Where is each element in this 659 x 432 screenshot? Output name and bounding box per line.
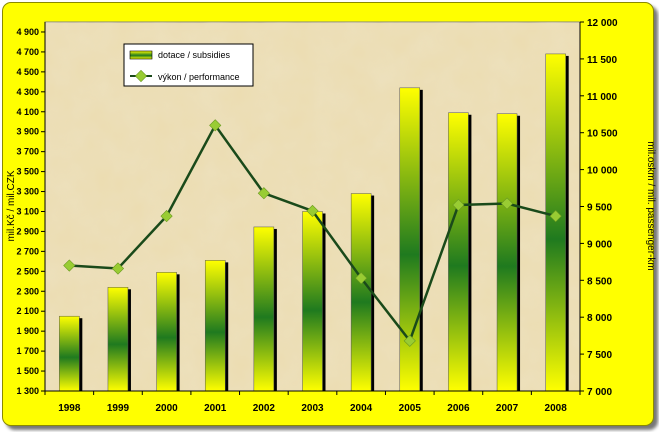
bar-2001 — [204, 260, 226, 392]
bar-2003 — [302, 211, 323, 392]
performance-point-2004 — [355, 272, 368, 285]
x-axis-ticks: 1998 1999 2000 2001 2002 2003 2004 2005 2006 2007… — [44, 391, 581, 414]
right-tick-label: 8 000 — [587, 313, 612, 324]
legend: dotace / subsidies výkon / performance — [123, 43, 254, 87]
left-tick-label: 3 100 — [16, 206, 39, 216]
x-tick-label-2002: 2002 — [253, 403, 276, 414]
left-tick-label: 3 700 — [16, 147, 39, 157]
right-tick-label: 9 000 — [587, 239, 612, 250]
left-tick-label: 4 700 — [16, 47, 39, 57]
legend-marker-performance — [134, 69, 148, 83]
x-tick-label-1998: 1998 — [58, 403, 81, 414]
x-tick-label-2000: 2000 — [155, 403, 178, 414]
performance-point-2002 — [257, 187, 270, 200]
right-tick-label: 10 000 — [587, 166, 618, 177]
performance-point-1999 — [111, 262, 125, 275]
bar-2000 — [156, 272, 177, 392]
bar-series — [59, 53, 569, 392]
left-tick-label: 2 700 — [16, 246, 39, 256]
x-tick-label-2001: 2001 — [204, 403, 227, 414]
bar-2004 — [350, 193, 372, 392]
right-tick-label: 11 500 — [587, 55, 617, 66]
right-tick-label: 10 500 — [587, 129, 618, 140]
left-tick-label: 2 100 — [16, 306, 39, 316]
performance-point-2005 — [403, 334, 416, 347]
right-tick-label: 12 000 — [587, 18, 618, 29]
legend-label-performance: výkon / performance — [158, 72, 240, 82]
performance-point-2006 — [452, 198, 465, 212]
bar-1999 — [107, 287, 129, 392]
left-axis-label: mil.Kč / mil.CZK — [6, 170, 17, 241]
left-tick-label: 3 300 — [16, 187, 39, 197]
left-tick-label: 1 500 — [16, 366, 39, 376]
left-tick-label: 4 300 — [16, 87, 39, 97]
left-tick-label: 2 300 — [16, 286, 39, 296]
x-tick-label-1999: 1999 — [107, 403, 130, 414]
x-tick-label-2003: 2003 — [301, 403, 324, 414]
right-tick-label: 8 500 — [587, 276, 612, 287]
performance-point-2000 — [160, 210, 173, 223]
bar-2002 — [253, 226, 275, 392]
right-axis-ticks: 7 000 7 500 8 000 8 500 9 000 9 500 10 000 10 5… — [580, 18, 618, 398]
legend-label-subsidies: dotace / subsidies — [158, 50, 231, 60]
left-tick-label: 3 500 — [16, 167, 39, 177]
performance-point-2003 — [306, 204, 319, 218]
right-tick-label: 11 000 — [587, 92, 617, 103]
left-axis-ticks: 1 300 1 500 1 700 1 900 2 100 2 300 2 500 2 700… — [16, 27, 45, 396]
line-series — [63, 119, 562, 347]
x-tick-label-2004: 2004 — [350, 403, 373, 414]
left-tick-label: 2 900 — [16, 226, 39, 236]
x-tick-label-2006: 2006 — [447, 403, 470, 414]
x-tick-label-2007: 2007 — [496, 403, 519, 414]
right-tick-label: 7 500 — [587, 350, 612, 361]
performance-point-2007 — [500, 197, 514, 210]
performance-point-2008 — [549, 210, 562, 223]
right-axis-label: mil.oskm / mil. passenger-km — [645, 141, 656, 270]
bar-1998 — [59, 315, 80, 392]
right-tick-label: 9 500 — [587, 203, 612, 214]
x-tick-label-2008: 2008 — [545, 403, 568, 414]
performance-point-2001 — [209, 119, 222, 132]
left-tick-label: 1 300 — [16, 386, 39, 396]
left-tick-label: 1 700 — [16, 346, 39, 356]
left-tick-label: 4 500 — [16, 67, 39, 77]
bar-2007 — [496, 113, 518, 392]
legend-swatch-subsidies — [129, 50, 153, 60]
left-tick-label: 4 900 — [16, 27, 39, 37]
left-tick-label: 4 100 — [16, 107, 39, 117]
performance-point-1998 — [63, 259, 76, 272]
bar-2008 — [545, 53, 566, 392]
left-tick-label: 3 900 — [16, 127, 39, 137]
bar-2006 — [448, 112, 469, 392]
x-tick-label-2005: 2005 — [399, 403, 422, 414]
right-tick-label: 7 000 — [587, 387, 612, 398]
left-tick-label: 1 900 — [16, 326, 39, 336]
left-tick-label: 2 500 — [16, 266, 39, 276]
